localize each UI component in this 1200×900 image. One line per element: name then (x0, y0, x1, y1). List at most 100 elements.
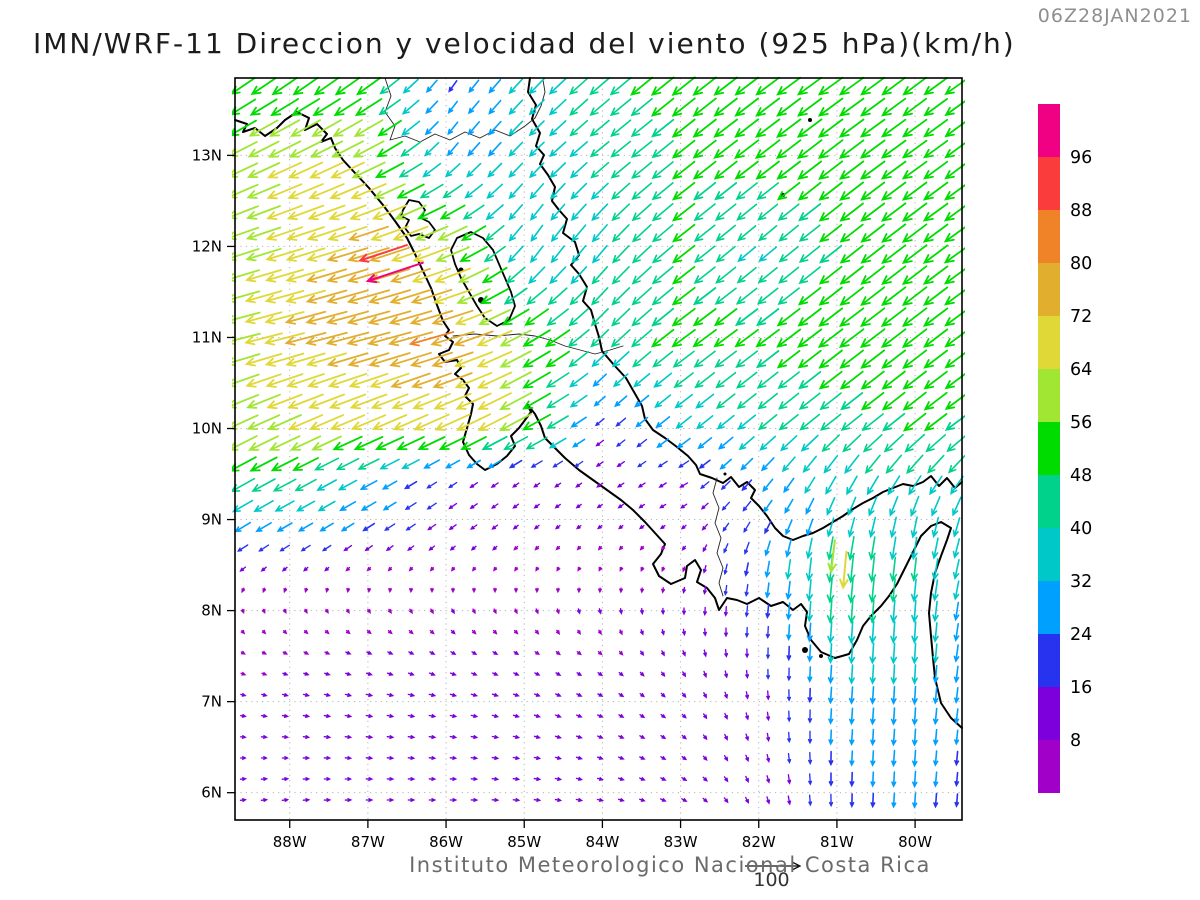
wind-arrow (325, 331, 370, 346)
wind-arrow (714, 182, 738, 201)
wind-arrow (271, 77, 298, 96)
wind-arrow (428, 735, 437, 739)
wind-arrow (487, 459, 502, 469)
wind-arrow (575, 524, 582, 530)
wind-arrow (757, 414, 778, 431)
wind-arrow (472, 587, 476, 594)
wind-arrow (237, 544, 249, 552)
wind-arrow (246, 183, 281, 199)
wind-arrow (952, 559, 960, 580)
wind-arrow (569, 98, 589, 116)
wind-arrow (282, 629, 288, 635)
wind-arrow (267, 414, 302, 431)
colorbar-label: 72 (1070, 307, 1092, 327)
wind-arrow (508, 204, 524, 221)
wind-arrow (901, 160, 928, 180)
wind-arrow (487, 162, 503, 178)
wind-arrow (807, 644, 813, 663)
wind-arrow (697, 437, 713, 450)
wind-arrow (702, 755, 708, 761)
wind-arrow (260, 756, 269, 760)
wind-arrow (846, 475, 858, 496)
wind-arrow (612, 373, 629, 388)
wind-arrow (755, 308, 780, 327)
wind-arrow (294, 478, 317, 492)
wind-arrow (818, 265, 843, 285)
wind-arrow (619, 608, 623, 615)
wind-arrow (428, 672, 436, 676)
wind-arrow (385, 545, 394, 552)
wind-arrow (576, 629, 581, 636)
wind-arrow (555, 629, 561, 635)
wind-arrow (880, 181, 907, 201)
wind-arrow (245, 269, 282, 283)
wind-arrow (698, 459, 711, 469)
wind-arrow (478, 309, 511, 326)
wind-arrow (450, 651, 457, 655)
wind-arrow (882, 412, 906, 432)
wind-arrow (819, 244, 843, 264)
wind-arrow (659, 503, 667, 509)
wind-arrow (702, 585, 707, 596)
wind-arrow (932, 686, 939, 705)
wind-arrow (765, 582, 771, 599)
wind-arrow (544, 329, 571, 348)
wind-arrow (323, 777, 332, 781)
wind-arrow (910, 495, 920, 518)
wind-arrow (408, 629, 414, 635)
wind-arrow (695, 415, 714, 430)
wind-arrow (870, 707, 876, 726)
wind-arrow (806, 600, 813, 623)
wind-arrow (640, 650, 645, 657)
wind-arrow (491, 798, 500, 802)
wind-arrow (594, 418, 605, 427)
wind-arrow (379, 458, 400, 470)
wind-arrow (449, 714, 458, 718)
wind-arrow (508, 459, 523, 469)
wind-arrow (724, 712, 728, 720)
wind-arrow (366, 608, 371, 614)
wind-arrow (859, 328, 886, 349)
wind-arrow (571, 224, 587, 243)
wind-arrow (476, 350, 513, 368)
wind-arrow (778, 224, 799, 242)
wind-arrow (533, 798, 542, 802)
wind-arrow (329, 183, 366, 200)
wind-arrow (636, 438, 648, 448)
wind-arrow (408, 608, 413, 615)
wind-arrow (303, 671, 310, 676)
wind-arrow (661, 650, 665, 657)
wind-arrow (796, 97, 823, 117)
wind-arrow (923, 413, 948, 432)
wind-arrow (345, 672, 352, 676)
wind-arrow (755, 350, 780, 369)
wind-arrow (597, 629, 602, 636)
wind-arrow (546, 308, 569, 327)
wind-arrow (431, 351, 474, 368)
wind-arrow (345, 566, 351, 572)
wind-arrow (826, 577, 835, 604)
wind-arrow (901, 265, 928, 286)
wind-arrow (651, 307, 675, 327)
wind-arrow (548, 437, 567, 449)
wind-arrow (416, 204, 447, 220)
wind-arrow (439, 204, 466, 220)
wind-arrow (307, 204, 346, 221)
wind-arrow (660, 713, 667, 719)
wind-arrow (387, 651, 394, 655)
wind-arrow (631, 224, 652, 243)
wind-arrow (954, 708, 960, 725)
wind-arrow (575, 503, 582, 509)
wind-arrow (569, 162, 588, 179)
colorbar-segment (1038, 475, 1060, 528)
wind-arrow (713, 308, 738, 327)
wind-arrow (613, 395, 628, 408)
wind-arrow (597, 545, 603, 551)
wind-arrow (246, 393, 281, 409)
wind-arrow (881, 97, 907, 117)
wind-arrow (838, 139, 865, 159)
wind-arrow (703, 606, 707, 617)
wind-arrow (911, 728, 918, 747)
colorbar-segment (1038, 157, 1060, 210)
wind-arrow (692, 97, 717, 117)
